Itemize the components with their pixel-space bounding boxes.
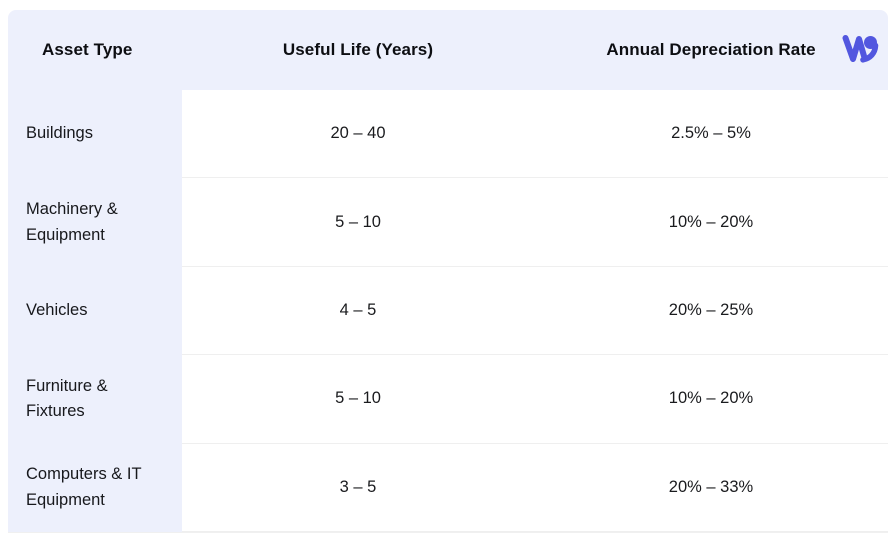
table-row: Machinery & Equipment 5 – 10 10% – 20% xyxy=(8,178,888,267)
depreciation-table: Asset Type Useful Life (Years) Annual De… xyxy=(8,10,888,533)
cell-asset-type: Furniture & Fixtures xyxy=(8,355,182,444)
cell-asset-type: Buildings xyxy=(8,90,182,179)
table-header-row: Asset Type Useful Life (Years) Annual De… xyxy=(8,10,888,90)
cell-depreciation-rate: 20% – 33% xyxy=(534,443,888,532)
cell-useful-life: 5 – 10 xyxy=(182,178,534,267)
wafeq-logo-icon xyxy=(842,35,879,63)
header-depreciation-rate: Annual Depreciation Rate xyxy=(606,40,816,59)
cell-useful-life: 5 – 10 xyxy=(182,355,534,444)
cell-useful-life: 4 – 5 xyxy=(182,266,534,356)
cell-asset-type: Machinery & Equipment xyxy=(8,178,182,267)
header-asset-type: Asset Type xyxy=(42,40,133,59)
cell-depreciation-rate: 2.5% – 5% xyxy=(534,90,888,179)
cell-asset-type: Computers & IT Equipment xyxy=(8,443,182,532)
cell-depreciation-rate: 20% – 25% xyxy=(534,266,888,356)
cell-asset-type: Vehicles xyxy=(8,266,182,356)
table-row: Vehicles 4 – 5 20% – 25% xyxy=(8,266,888,356)
table-row: Computers & IT Equipment 3 – 5 20% – 33% xyxy=(8,443,888,532)
cell-depreciation-rate: 10% – 20% xyxy=(534,178,888,267)
table-row: Furniture & Fixtures 5 – 10 10% – 20% xyxy=(8,355,888,444)
table-row: Buildings 20 – 40 2.5% – 5% xyxy=(8,90,888,179)
header-useful-life: Useful Life (Years) xyxy=(282,40,434,59)
cell-useful-life: 3 – 5 xyxy=(182,443,534,532)
cell-useful-life: 20 – 40 xyxy=(182,90,534,179)
cell-depreciation-rate: 10% – 20% xyxy=(534,355,888,444)
